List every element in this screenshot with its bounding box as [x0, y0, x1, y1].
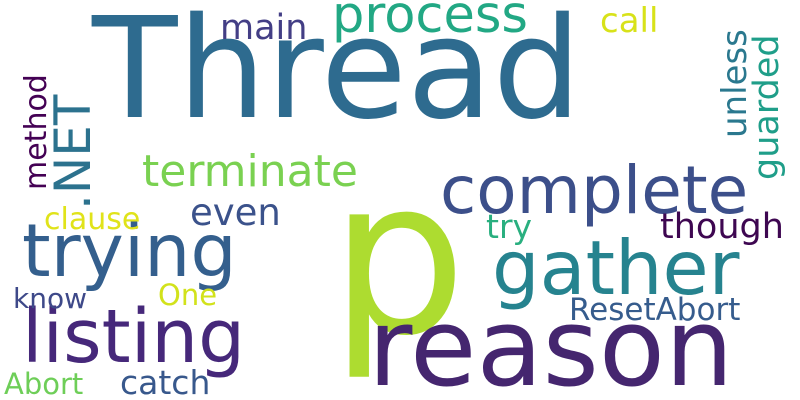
word-trying: trying [22, 209, 237, 294]
word-one: One [158, 278, 218, 312]
word-complete: complete [440, 152, 749, 229]
word-reason: reason [368, 286, 734, 400]
word-gather: gather [492, 224, 740, 312]
word-try: try [486, 207, 533, 246]
word-method: method [19, 74, 54, 190]
word-resetabort: ResetAbort [569, 292, 741, 328]
word-abort: Abort [4, 367, 84, 400]
word-know: know [13, 282, 87, 315]
word-terminate: terminate [142, 146, 358, 197]
word-though: though [660, 207, 784, 247]
word-listing: listing [22, 294, 246, 380]
word-thread: Thread [92, 0, 582, 151]
word-clause: clause [44, 202, 141, 237]
word-guarded: guarded [747, 34, 787, 180]
word-dotnet: .NET [44, 94, 102, 210]
word-unless: unless [715, 29, 755, 138]
word-process: process [332, 0, 528, 45]
word-even: even [190, 191, 281, 234]
word-p: p [330, 132, 467, 383]
word-call: call [600, 1, 659, 41]
word-main: main [220, 8, 308, 48]
word-catch: catch [120, 363, 211, 400]
